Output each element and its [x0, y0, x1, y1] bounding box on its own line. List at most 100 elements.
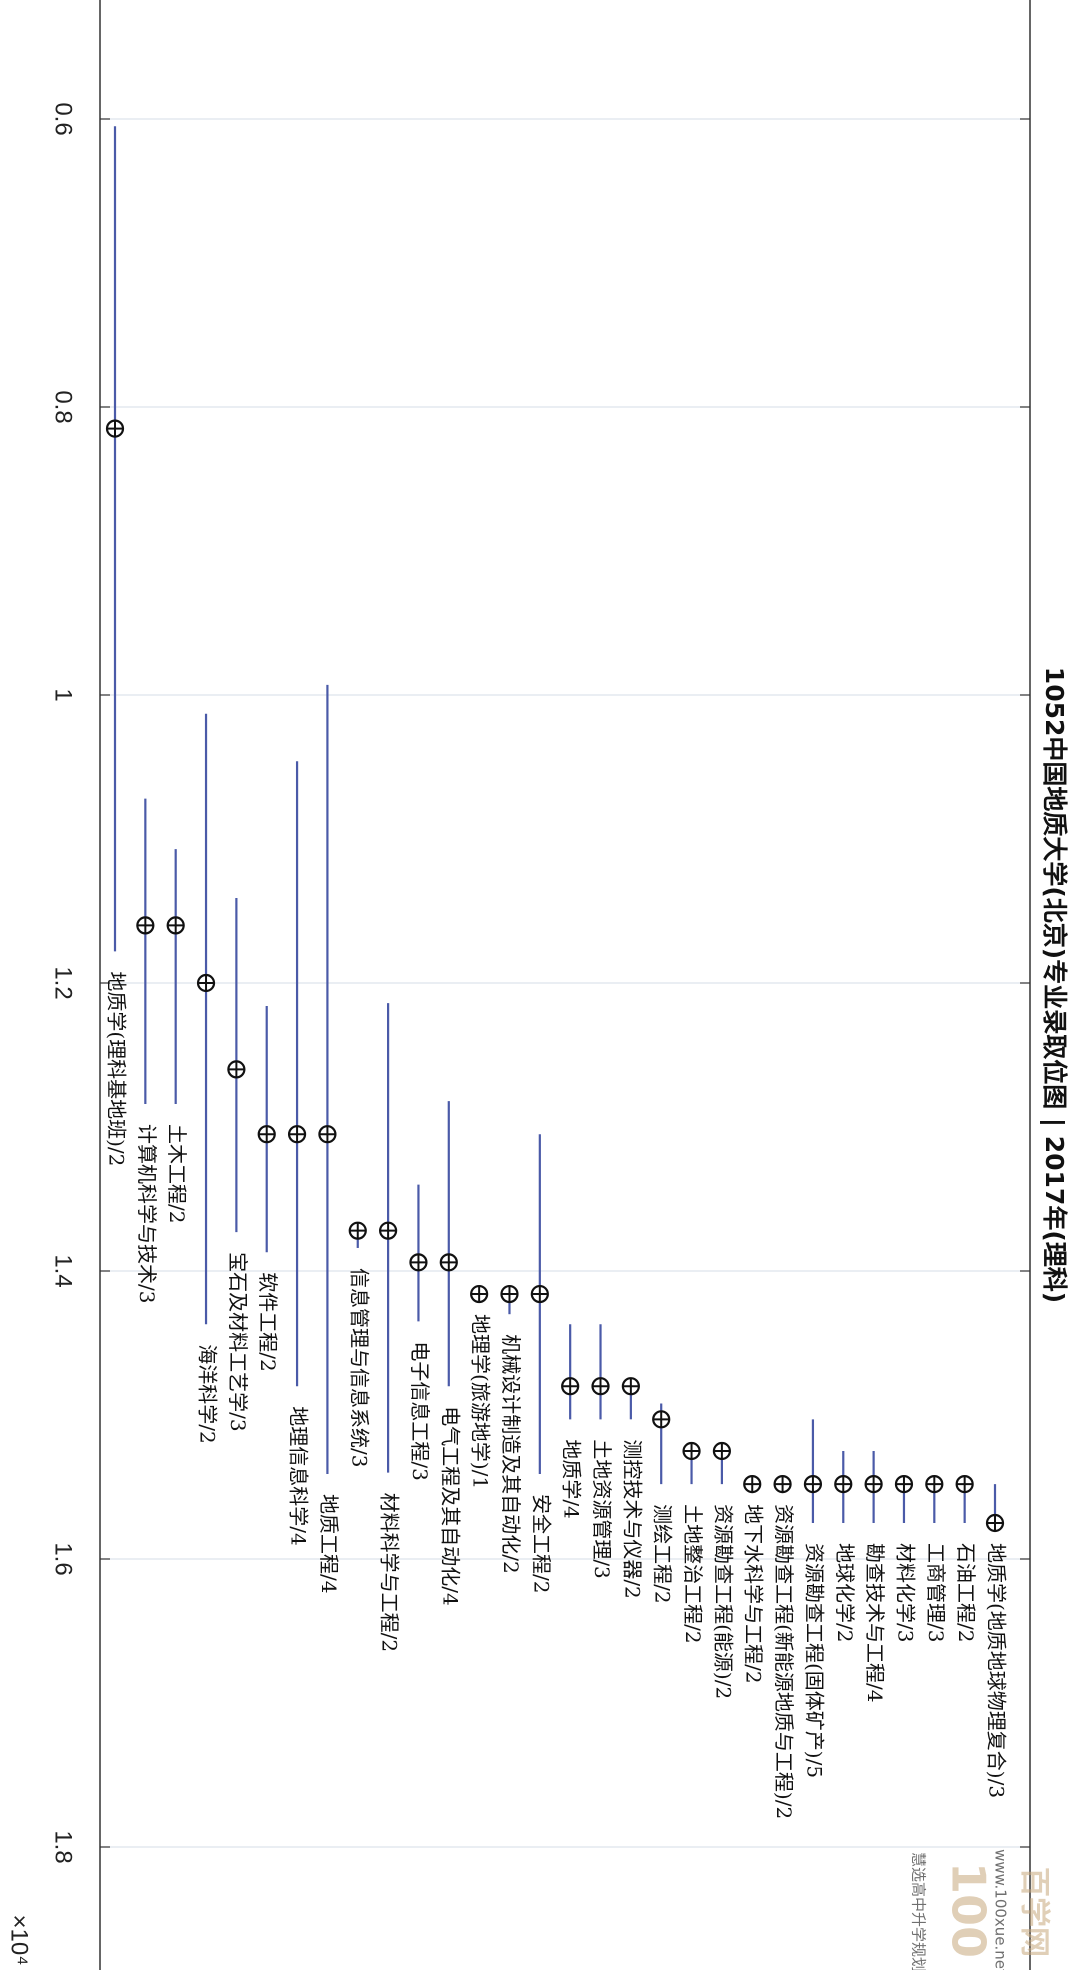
y-tick-label: 0.8	[50, 390, 77, 423]
data-point	[166, 849, 185, 1104]
tick-label-group: 1.8	[50, 1830, 77, 1863]
tick-label-group: 1.4	[50, 1254, 77, 1287]
data-point	[985, 1484, 1005, 1533]
major-label-group: 计算机科学与技术/3	[135, 1124, 159, 1303]
major-label-group: 勘查技术与工程/4	[863, 1543, 887, 1702]
chart-title-group: 1052中国地质大学(北京)专业录取位图 | 2017年(理科)	[1040, 667, 1069, 1303]
major-label: 计算机科学与技术/3	[135, 1124, 159, 1303]
data-point	[379, 1003, 398, 1473]
data-point	[136, 798, 155, 1104]
data-point	[743, 1475, 762, 1494]
major-label-group: 电子信息工程/3	[408, 1341, 432, 1480]
major-label: 土地资源管理/3	[590, 1439, 614, 1578]
major-label-group: 资源勘查工程(固体矿产)/5	[802, 1543, 826, 1778]
major-label: 石油工程/2	[954, 1543, 978, 1642]
major-label: 海洋科学/2	[196, 1344, 220, 1443]
data-point	[287, 761, 307, 1387]
watermark-url: www.100xue.net	[992, 1849, 1010, 1970]
major-label-group: 工商管理/3	[924, 1543, 948, 1642]
major-label-group: 海洋科学/2	[196, 1344, 220, 1443]
major-label: 地球化学/2	[833, 1543, 857, 1642]
data-point	[257, 1006, 276, 1253]
grid-lines	[100, 118, 1030, 1848]
major-label: 地下水科学与工程/2	[742, 1504, 766, 1683]
chart-title: 1052中国地质大学(北京)专业录取位图 | 2017年(理科)	[1040, 667, 1069, 1303]
major-label-group: 地球化学/2	[833, 1543, 857, 1642]
data-point	[227, 898, 246, 1233]
major-label: 信息管理与信息系统/3	[347, 1268, 371, 1467]
tick-labels: 0.6 0.8 1 1.2 1.4 1.6 1.8	[50, 102, 77, 1863]
tick-label-group: 1.6	[50, 1542, 77, 1575]
major-label: 软件工程/2	[256, 1272, 280, 1371]
major-label: 机械设计制造及其自动化/2	[499, 1334, 523, 1573]
major-label: 资源勘查工程(新能源地质与工程)/2	[772, 1504, 796, 1819]
tick-label-group: 0.8	[50, 390, 77, 423]
data-point	[348, 1221, 367, 1248]
major-label: 地质学(地质地球物理复合)/3	[985, 1543, 1009, 1798]
data-point	[318, 684, 337, 1475]
data-point	[773, 1475, 792, 1494]
major-label-group: 安全工程/2	[529, 1494, 553, 1593]
major-label: 地质学/4	[560, 1439, 584, 1518]
major-label: 工商管理/3	[924, 1543, 948, 1642]
major-label-group: 地理学(旅游地学)/1	[469, 1314, 493, 1489]
data-point	[925, 1475, 944, 1523]
data-point	[834, 1451, 853, 1523]
major-label: 土地整治工程/2	[681, 1504, 705, 1643]
y-tick-label: 0.6	[50, 102, 77, 135]
major-label-group: 材料科学与工程/2	[378, 1493, 402, 1652]
data-point	[621, 1377, 640, 1420]
y-tick-label: 1.8	[50, 1830, 77, 1863]
major-label-group: 地质学(地质地球物理复合)/3	[985, 1543, 1009, 1798]
major-label-group: 地下水科学与工程/2	[742, 1504, 766, 1683]
major-label-group: 土地资源管理/3	[590, 1439, 614, 1578]
major-label: 资源勘查工程(能源)/2	[711, 1504, 735, 1699]
major-label-group: 资源勘查工程(新能源地质与工程)/2	[772, 1504, 796, 1819]
tick-label-group: 1	[50, 688, 77, 701]
major-label: 资源勘查工程(固体矿产)/5	[802, 1543, 826, 1778]
watermark-logo-number: 100	[942, 1862, 996, 1958]
y-tick-label: 1.2	[50, 966, 77, 999]
major-label: 地理学(旅游地学)/1	[469, 1314, 493, 1489]
data-point	[682, 1441, 701, 1485]
data-point	[196, 713, 216, 1325]
major-label-group: 软件工程/2	[256, 1272, 280, 1371]
watermark-wechat-text: 慧选高中升学规划	[910, 1852, 928, 1970]
data-point	[409, 1184, 428, 1322]
data-point	[864, 1451, 883, 1523]
major-label-group: 土地整治工程/2	[681, 1504, 705, 1643]
major-label-group: 石油工程/2	[954, 1543, 978, 1642]
axis-multiplier-group: ×10⁴	[6, 1914, 33, 1965]
major-label: 地质学(理科基地班)/2	[105, 971, 129, 1166]
major-label: 宝石及材料工艺学/3	[226, 1252, 250, 1431]
major-label-group: 地理信息科学/4	[287, 1406, 311, 1545]
data-point	[652, 1403, 671, 1485]
major-label: 电气工程及其自动化/4	[438, 1406, 462, 1605]
major-label: 勘查技术与工程/4	[863, 1543, 887, 1702]
data-point	[470, 1284, 489, 1304]
major-label-group: 测绘工程/2	[651, 1504, 675, 1603]
data-point	[955, 1475, 974, 1523]
major-label: 土木工程/2	[165, 1124, 189, 1223]
axis-multiplier: ×10⁴	[6, 1914, 33, 1965]
data-point	[894, 1475, 914, 1523]
tick-label-group: 1.2	[50, 966, 77, 999]
major-label: 地质工程/4	[317, 1494, 341, 1593]
data-point	[591, 1324, 610, 1420]
y-tick-label: 1.4	[50, 1254, 77, 1287]
tick-label-group: 0.6	[50, 102, 77, 135]
y-tick-label: 1	[50, 688, 77, 701]
data-point	[439, 1101, 458, 1387]
data-point	[561, 1324, 580, 1420]
major-label: 材料科学与工程/2	[378, 1493, 402, 1652]
watermark-logo-text: 百学网	[1017, 1867, 1052, 1957]
data-point	[500, 1284, 519, 1315]
major-label: 测绘工程/2	[651, 1504, 675, 1603]
major-label-group: 地质学/4	[560, 1439, 584, 1518]
data-point	[712, 1441, 731, 1485]
y-tick-label: 1.6	[50, 1542, 77, 1575]
data-point	[803, 1419, 823, 1523]
major-label-group: 地质学(理科基地班)/2	[105, 971, 129, 1166]
